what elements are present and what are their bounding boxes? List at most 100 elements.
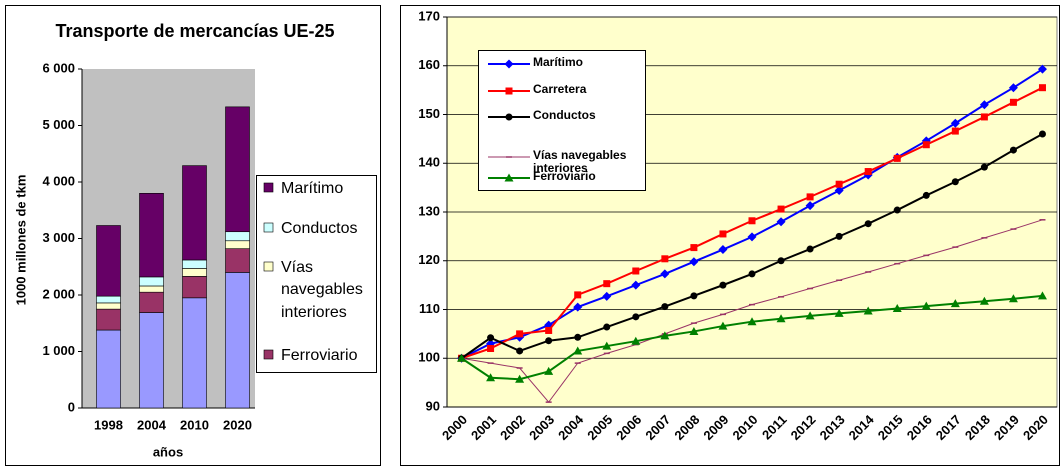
data-point xyxy=(719,281,727,289)
y-tick-label: 160 xyxy=(418,57,440,72)
data-point xyxy=(776,217,786,227)
data-point xyxy=(1037,291,1047,300)
bar-segment xyxy=(139,193,164,278)
data-point xyxy=(747,317,757,326)
bar-segment xyxy=(139,285,164,293)
data-point xyxy=(951,178,959,186)
y-tick-label: 140 xyxy=(418,155,440,170)
bar-segment xyxy=(96,302,121,310)
data-point xyxy=(979,296,989,305)
legend-label: Marítimo xyxy=(533,55,584,69)
data-point xyxy=(806,193,814,201)
bar-segment xyxy=(225,106,250,233)
data-point xyxy=(689,257,699,267)
data-point xyxy=(980,163,988,171)
bar-segment xyxy=(225,240,250,249)
bar-segment xyxy=(96,308,121,331)
data-point xyxy=(922,191,930,199)
data-point xyxy=(1009,146,1017,154)
x-axis-label: años xyxy=(153,444,183,459)
y-tick-label: 0 xyxy=(68,399,75,414)
y-tick-label: 110 xyxy=(419,301,440,316)
data-point xyxy=(748,217,756,225)
legend-label: Ferroviario xyxy=(533,169,596,183)
legend-label: Carretera xyxy=(533,82,587,96)
data-point xyxy=(1008,83,1018,93)
data-point xyxy=(979,100,989,110)
data-point xyxy=(864,220,872,228)
y-tick-label: 150 xyxy=(418,106,440,121)
data-point xyxy=(632,267,640,275)
data-point xyxy=(980,113,988,121)
data-point xyxy=(457,353,467,362)
data-point xyxy=(922,141,930,149)
bar-segment xyxy=(182,276,207,299)
legend xyxy=(478,50,646,191)
data-point xyxy=(487,345,495,352)
data-point xyxy=(573,346,583,355)
data-point xyxy=(574,291,582,299)
data-point xyxy=(690,292,698,300)
y-tick-label: 3 000 xyxy=(42,230,75,245)
legend-label: Conductos xyxy=(281,220,358,237)
data-point xyxy=(950,299,960,308)
data-point xyxy=(777,205,785,213)
data-point xyxy=(660,331,670,340)
x-tick-label: 2010 xyxy=(180,417,209,432)
bar-segment xyxy=(182,297,207,409)
y-tick-label: 120 xyxy=(418,252,440,267)
data-point xyxy=(487,334,495,342)
x-tick-label: 2004 xyxy=(137,417,167,432)
data-point xyxy=(921,301,931,310)
data-point xyxy=(1038,130,1046,138)
y-tick-label: 4 000 xyxy=(42,173,75,188)
data-point xyxy=(573,302,583,312)
data-point xyxy=(486,373,496,382)
data-point xyxy=(602,291,612,301)
y-tick-label: 90 xyxy=(426,398,440,413)
data-point xyxy=(893,206,901,214)
data-point xyxy=(747,232,757,242)
data-point xyxy=(835,232,843,240)
legend-swatch xyxy=(263,349,274,360)
data-point xyxy=(690,244,698,252)
x-tick-label: 1998 xyxy=(94,417,123,432)
data-point xyxy=(1009,98,1017,106)
y-tick-label: 130 xyxy=(418,203,440,218)
bar-segment xyxy=(182,165,207,261)
data-point xyxy=(661,303,669,311)
legend-swatch xyxy=(263,261,274,272)
data-point xyxy=(805,311,815,320)
bar-segment xyxy=(139,276,164,287)
data-point xyxy=(718,245,728,255)
bar-segment xyxy=(182,268,207,277)
y-tick-label: 2 000 xyxy=(42,286,75,301)
data-point xyxy=(631,336,641,345)
legend-marker xyxy=(504,173,514,182)
y-tick-label: 6 000 xyxy=(42,60,75,75)
data-point xyxy=(718,321,728,330)
data-point xyxy=(516,330,524,338)
data-point xyxy=(834,308,844,317)
data-point xyxy=(602,341,612,350)
data-point xyxy=(545,326,553,334)
legend-label: Marítimo xyxy=(281,180,344,197)
chart-title: Transporte de mercancías UE-25 xyxy=(55,21,335,41)
legend xyxy=(256,175,377,373)
data-point xyxy=(863,306,873,315)
x-tick-label: 2020 xyxy=(223,417,252,432)
bar-segment xyxy=(96,329,121,409)
y-tick-label: 100 xyxy=(418,350,440,365)
data-point xyxy=(1008,294,1018,303)
y-tick-label: 170 xyxy=(418,8,440,23)
y-tick-label: 5 000 xyxy=(42,117,75,132)
bar-segment xyxy=(225,248,250,273)
data-point xyxy=(603,323,611,331)
bar-segment xyxy=(139,291,164,313)
data-point xyxy=(805,201,815,211)
data-point xyxy=(776,314,786,323)
data-point xyxy=(632,313,640,321)
data-point xyxy=(544,366,554,375)
data-point xyxy=(806,245,814,253)
